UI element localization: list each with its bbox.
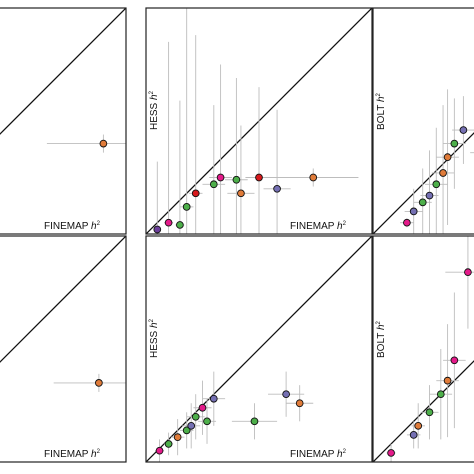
x-axis-label-text: FINEMAP	[290, 221, 337, 232]
data-point-0	[403, 218, 411, 227]
y-axis-label: HESS h2	[149, 318, 160, 358]
data-point-0	[387, 449, 395, 457]
data-point-1	[164, 218, 173, 227]
x-axis-label: FINEMAP h2	[44, 449, 101, 460]
data-point-2	[176, 221, 184, 229]
y-axis-label-h: h	[149, 322, 160, 328]
identity-line	[0, 8, 126, 135]
plot-area	[0, 236, 126, 392]
data-point-7	[232, 175, 241, 184]
y-axis-label-sup: 2	[376, 92, 382, 96]
panel-frame	[372, 235, 474, 463]
plot-area	[373, 236, 474, 462]
data-point-8	[237, 189, 245, 198]
data-point-4	[191, 189, 200, 198]
x-axis-label-sup: 2	[97, 221, 101, 227]
x-axis-label-h: h	[91, 221, 97, 232]
panel-frame	[372, 7, 474, 235]
identity-line	[146, 236, 372, 462]
data-point-6	[216, 173, 225, 182]
data-point-6	[450, 356, 459, 365]
plot-area	[146, 8, 372, 234]
y-axis-label: BOLT h2	[376, 320, 387, 358]
y-axis-label-text: BOLT	[376, 330, 387, 358]
data-point-1	[164, 440, 173, 448]
plot-area	[373, 89, 474, 234]
data-point-10	[273, 184, 281, 193]
panel-frame	[145, 235, 373, 463]
data-point-4	[187, 421, 196, 430]
y-axis-label-h: h	[376, 324, 387, 330]
data-point-7	[203, 417, 211, 426]
data-point-0	[99, 139, 108, 148]
data-point-5	[191, 412, 200, 421]
data-point-5	[439, 169, 447, 177]
plot-area	[146, 236, 372, 462]
data-point-8	[459, 126, 468, 134]
data-point-2	[418, 198, 427, 207]
x-axis-label-text: FINEMAP	[44, 221, 91, 232]
identity-line	[0, 236, 126, 363]
x-axis-label-sup: 2	[343, 221, 347, 227]
data-point-5	[209, 180, 218, 189]
data-point-9	[250, 417, 259, 426]
panel-frame	[145, 7, 373, 235]
x-axis-label: FINEMAP h2	[290, 449, 347, 460]
panel-r1-c1: FINEMAP h2	[0, 7, 127, 235]
y-axis-label-text: HESS	[149, 328, 160, 358]
y-axis-label: BOLT h2	[376, 92, 387, 130]
x-axis-label-sup: 2	[343, 449, 347, 455]
x-axis-label-sup: 2	[97, 449, 101, 455]
data-point-6	[198, 403, 207, 412]
y-axis-label-sup: 2	[376, 320, 382, 324]
data-point-0	[155, 446, 164, 455]
y-axis-label-h: h	[149, 94, 160, 100]
y-axis-label-sup: 2	[149, 90, 155, 94]
data-point-3	[182, 426, 191, 435]
data-point-8	[209, 394, 218, 403]
panel-frame	[0, 235, 127, 463]
y-axis-label: HESS h2	[149, 90, 160, 130]
data-point-4	[436, 390, 445, 399]
data-point-3	[182, 203, 191, 211]
x-axis-label-h: h	[337, 221, 343, 232]
y-axis-label-h: h	[376, 96, 387, 102]
identity-line	[373, 360, 474, 462]
identity-line	[373, 132, 474, 234]
data-point-10	[282, 390, 290, 399]
data-point-3	[425, 408, 434, 417]
data-point-1	[95, 379, 103, 387]
data-point-1	[409, 431, 418, 439]
panel-frame	[0, 7, 127, 235]
data-point-9	[255, 173, 263, 182]
data-point-11	[309, 173, 318, 182]
panel-r2-c1: FINEMAP h2	[0, 235, 127, 463]
x-axis-label-h: h	[91, 449, 97, 460]
data-point-11	[295, 399, 304, 408]
data-point-0	[153, 225, 162, 234]
y-axis-label-text: BOLT	[376, 102, 387, 130]
data-point-5	[443, 376, 452, 385]
data-point-8	[464, 268, 472, 277]
y-axis-label-text: HESS	[149, 100, 160, 130]
x-axis-label: FINEMAP h2	[290, 221, 347, 232]
x-axis-label: FINEMAP h2	[44, 221, 101, 232]
data-point-2	[414, 421, 423, 430]
data-point-4	[432, 180, 441, 189]
x-axis-label-text: FINEMAP	[44, 449, 91, 460]
data-point-7	[450, 139, 459, 148]
data-point-2	[173, 433, 182, 441]
plot-area	[0, 8, 126, 153]
y-axis-label-sup: 2	[149, 318, 155, 322]
x-axis-label-h: h	[337, 449, 343, 460]
x-axis-label-text: FINEMAP	[290, 449, 337, 460]
data-point-1	[409, 207, 418, 216]
data-point-3	[425, 191, 434, 200]
data-point-6	[443, 153, 452, 162]
